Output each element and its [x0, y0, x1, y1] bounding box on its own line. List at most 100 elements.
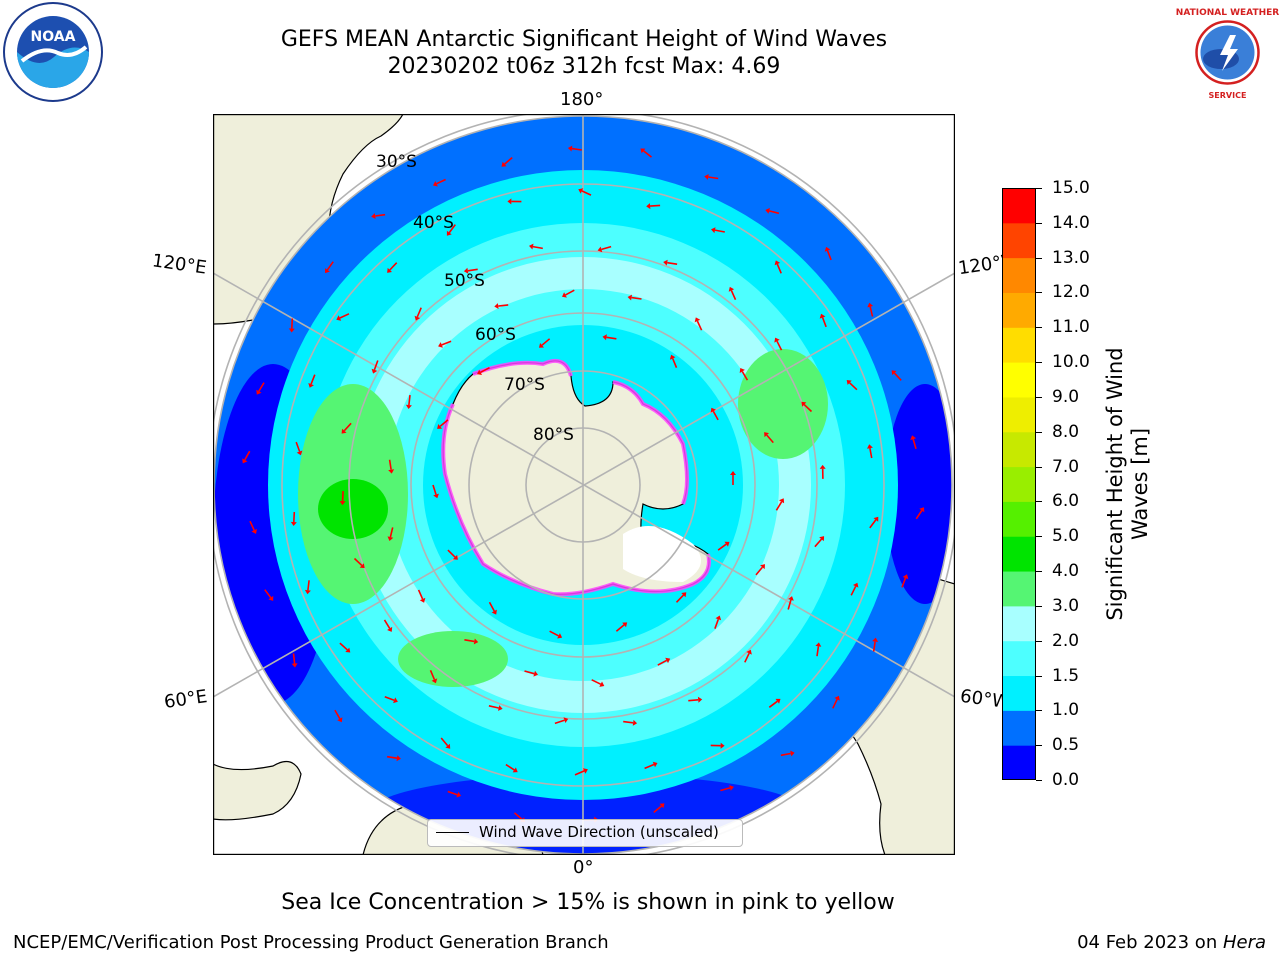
noaa-logo: NOAA	[2, 1, 104, 103]
wave-direction-arrow	[710, 407, 719, 421]
wave-direction-arrow	[383, 619, 393, 632]
wave-direction-arrow	[780, 750, 795, 757]
wave-direction-arrow	[295, 441, 303, 456]
wave-direction-arrow	[657, 657, 671, 666]
colorbar-segment	[1002, 501, 1036, 537]
wave-direction-arrow	[387, 527, 394, 541]
wave-direction-arrow	[591, 679, 605, 687]
wave-direction-arrow	[249, 520, 257, 534]
wave-direction-arrow	[334, 709, 343, 723]
wave-direction-arrow	[850, 582, 859, 596]
wave-direction-arrow	[341, 422, 352, 434]
wave-direction-arrow	[339, 642, 351, 653]
colorbar-segment	[1002, 257, 1036, 293]
colorbar-tick-mark	[1036, 466, 1042, 468]
wave-direction-arrow	[815, 642, 822, 657]
lat-label-60s: 60°S	[475, 325, 516, 345]
wave-direction-arrow	[574, 768, 588, 776]
wave-direction-arrow	[438, 340, 452, 348]
colorbar-tick-label: 3.0	[1052, 595, 1080, 616]
wave-direction-arrow	[507, 198, 522, 205]
colorbar-tick-mark	[1036, 396, 1042, 398]
svg-text:SERVICE: SERVICE	[1209, 91, 1247, 100]
date-stamp-machine: Hera	[1222, 932, 1266, 953]
wave-direction-arrow	[386, 755, 401, 762]
colorbar-tick-label: 10.0	[1052, 352, 1090, 373]
wave-direction-arrow	[694, 317, 703, 331]
wave-direction-arrow	[529, 243, 543, 250]
wave-direction-arrow	[539, 338, 551, 348]
colorbar-segment	[1002, 675, 1036, 711]
date-stamp: 04 Feb 2023 on Hera	[1077, 932, 1266, 953]
colorbar-tick-label: 7.0	[1052, 456, 1080, 477]
legend-line-swatch	[436, 832, 469, 833]
colorbar-tick-mark	[1036, 327, 1042, 329]
map-legend: Wind Wave Direction (unscaled)	[427, 819, 743, 847]
wave-direction-arrow	[774, 260, 782, 274]
wave-direction-arrow	[653, 803, 665, 814]
wave-direction-arrow	[429, 669, 438, 684]
map-subtitle: 20230202 t06z 312h fcst Max: 4.69	[387, 54, 781, 79]
wave-direction-arrow	[720, 785, 734, 792]
wave-direction-arrow	[578, 188, 592, 196]
colorbar-tick-mark	[1036, 292, 1042, 294]
colorbar-segment	[1002, 362, 1036, 398]
wave-direction-arrow	[602, 334, 617, 341]
lon-label-0: 0°	[573, 857, 594, 878]
lon-label-60e: 60°E	[162, 686, 209, 713]
wave-direction-arrow	[505, 763, 518, 773]
wave-direction-arrow	[432, 484, 439, 499]
wave-direction-arrow	[832, 695, 840, 709]
wave-direction-arrow	[819, 464, 826, 479]
colorbar-segment	[1002, 396, 1036, 433]
wave-direction-arrow	[447, 790, 462, 798]
wave-direction-arrow	[717, 541, 730, 551]
colorbar-tick-mark	[1036, 780, 1042, 781]
wave-direction-arrow	[264, 589, 274, 601]
sea-ice-edge	[441, 359, 711, 597]
wave-direction-arrow	[371, 213, 386, 219]
wave-direction-arrow	[646, 203, 661, 210]
wave-direction-arrow	[336, 313, 350, 321]
colorbar-tick-label: 14.0	[1052, 212, 1090, 233]
wave-direction-arrow	[477, 366, 490, 375]
wave-direction-arrow	[901, 574, 909, 588]
lat-label-80s: 80°S	[533, 425, 574, 445]
wave-direction-arrow	[711, 227, 725, 234]
colorbar-tick-label: 0.0	[1052, 770, 1080, 790]
colorbar-tick-mark	[1036, 257, 1042, 259]
wave-direction-arrow	[308, 374, 316, 388]
wave-direction-arrow	[567, 145, 582, 152]
wave-direction-arrow	[384, 695, 398, 704]
legend-label: Wind Wave Direction (unscaled)	[479, 823, 719, 841]
africa-land	[214, 760, 302, 821]
wave-direction-arrow	[597, 245, 612, 253]
wave-direction-arrow	[371, 360, 379, 374]
wave-direction-arrow	[433, 178, 446, 187]
wave-direction-arrow	[869, 516, 879, 529]
lat-label-30s: 30°S	[376, 152, 417, 172]
wave-direction-arrow	[765, 208, 780, 215]
colorbar-tick-label: 8.0	[1052, 421, 1080, 442]
wave-direction-arrow	[524, 670, 538, 677]
colorbar-tick-mark	[1036, 431, 1042, 433]
wave-direction-arrow	[764, 432, 774, 444]
colorbar-tick-label: 0.5	[1052, 735, 1080, 756]
colorbar-tick-label: 9.0	[1052, 386, 1080, 407]
wave-direction-arrow	[891, 370, 902, 381]
lat-label-40s: 40°S	[413, 213, 454, 233]
colorbar-tick-label: 12.0	[1052, 282, 1090, 303]
wave-direction-arrow	[739, 368, 749, 381]
wave-direction-arrow	[488, 601, 497, 615]
wave-direction-arrow	[242, 450, 251, 464]
wave-direction-arrow	[688, 696, 703, 703]
wave-direction-arrow	[447, 549, 458, 560]
wave-direction-arrow	[801, 401, 813, 413]
colorbar-tick-label: 15.0	[1052, 178, 1090, 198]
colorbar-tick-label: 11.0	[1052, 317, 1090, 338]
nws-logo: NATIONAL WEATHER SERVICE	[1176, 1, 1279, 104]
colorbar-label-line1: Significant Height of Wind	[1103, 347, 1127, 621]
colorbar-tick-label: 2.0	[1052, 630, 1080, 651]
polar-map	[213, 114, 955, 855]
